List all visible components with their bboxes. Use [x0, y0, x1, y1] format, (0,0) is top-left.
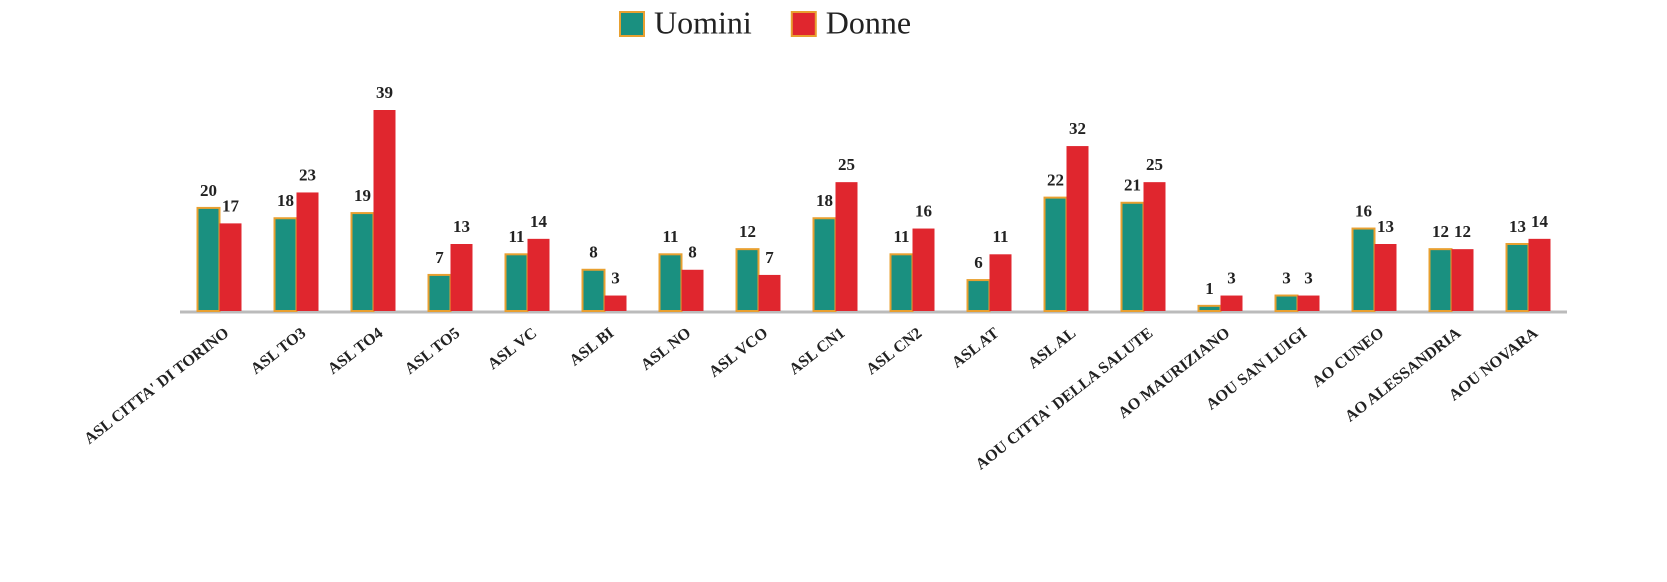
- x-tick-label: ASL NO: [638, 325, 694, 374]
- value-label: 32: [1069, 119, 1086, 138]
- value-label: 12: [1454, 222, 1471, 241]
- value-label: 3: [1227, 268, 1236, 287]
- bar: [273, 217, 298, 313]
- bar: [296, 192, 319, 311]
- value-label: 23: [299, 165, 316, 184]
- legend-label: Donne: [826, 4, 911, 40]
- bar: [1297, 295, 1320, 311]
- bar: [219, 223, 242, 311]
- bar: [527, 238, 550, 311]
- value-label: 12: [739, 222, 756, 241]
- value-label: 7: [435, 248, 444, 267]
- value-label: 17: [222, 196, 240, 215]
- value-label: 11: [992, 227, 1008, 246]
- value-label: 13: [453, 217, 470, 236]
- value-label: 18: [277, 191, 294, 210]
- value-label: 13: [1377, 217, 1394, 236]
- bar: [504, 253, 529, 312]
- bar: [1505, 243, 1530, 312]
- bar: [1351, 227, 1376, 313]
- bar: [1043, 196, 1068, 312]
- x-tick-label: ASL BI: [566, 325, 617, 370]
- value-label: 20: [200, 181, 217, 200]
- value-label: 3: [1304, 268, 1313, 287]
- value-label: 11: [893, 227, 909, 246]
- value-label: 13: [1509, 217, 1526, 236]
- x-tick-label: ASL TO4: [325, 325, 387, 378]
- bar: [1197, 304, 1222, 313]
- value-label: 25: [838, 155, 855, 174]
- value-label: 11: [508, 227, 524, 246]
- x-tick-label: ASL AT: [949, 324, 1003, 371]
- bar: [758, 274, 781, 311]
- x-tick-label: ASL TO5: [402, 325, 464, 378]
- bar: [835, 182, 858, 311]
- value-label: 8: [589, 243, 598, 262]
- value-label: 14: [1531, 212, 1549, 231]
- value-label: 14: [530, 212, 548, 231]
- bar: [427, 273, 452, 312]
- bar: [812, 217, 837, 313]
- x-tick-label: ASL CITTA' DI TORINO: [81, 325, 232, 448]
- value-label: 21: [1124, 176, 1141, 195]
- bar: [196, 206, 221, 312]
- bar: [350, 212, 375, 312]
- value-label: 11: [662, 227, 678, 246]
- x-tick-label: ASL TO3: [248, 325, 310, 378]
- x-tick-label: ASL CN2: [863, 325, 925, 379]
- bar: [450, 244, 473, 311]
- bar: [912, 228, 935, 311]
- value-label: 3: [611, 268, 620, 287]
- x-tick-label: ASL AL: [1025, 325, 1079, 373]
- bar: [1274, 294, 1299, 312]
- value-label: 7: [765, 248, 774, 267]
- value-label: 6: [974, 253, 983, 272]
- bar: [1066, 146, 1089, 311]
- x-tick-label: ASL VCO: [706, 325, 771, 381]
- bar: [1143, 182, 1166, 311]
- bar: [735, 248, 760, 312]
- value-label: 22: [1047, 171, 1064, 190]
- bar: [681, 269, 704, 311]
- bar: [1220, 295, 1243, 311]
- x-tick-label: ASL VC: [485, 325, 540, 374]
- bar: [1451, 249, 1474, 311]
- value-label: 16: [915, 201, 932, 220]
- value-label: 12: [1432, 222, 1449, 241]
- bar: [1528, 238, 1551, 311]
- bar: [889, 253, 914, 312]
- bar: [966, 279, 991, 313]
- value-label: 8: [688, 243, 697, 262]
- bar: [373, 110, 396, 311]
- bar: [1428, 248, 1453, 312]
- value-label: 19: [354, 186, 371, 205]
- bar: [1374, 244, 1397, 311]
- bar: [658, 253, 683, 312]
- value-label: 18: [816, 191, 833, 210]
- x-tick-label: ASL CN1: [786, 325, 848, 379]
- legend-swatch: [790, 11, 817, 37]
- value-label: 1: [1205, 279, 1214, 298]
- bar: [581, 268, 606, 312]
- bar: [989, 254, 1012, 311]
- x-tick-label: AO CUNEO: [1309, 325, 1387, 391]
- value-label: 25: [1146, 155, 1163, 174]
- legend-label: Uomini: [654, 4, 752, 40]
- legend-swatch: [619, 11, 645, 37]
- value-label: 3: [1282, 268, 1291, 287]
- value-label: 16: [1355, 201, 1372, 220]
- value-label: 39: [376, 83, 393, 102]
- bar: [1120, 201, 1145, 312]
- bar: [604, 295, 627, 311]
